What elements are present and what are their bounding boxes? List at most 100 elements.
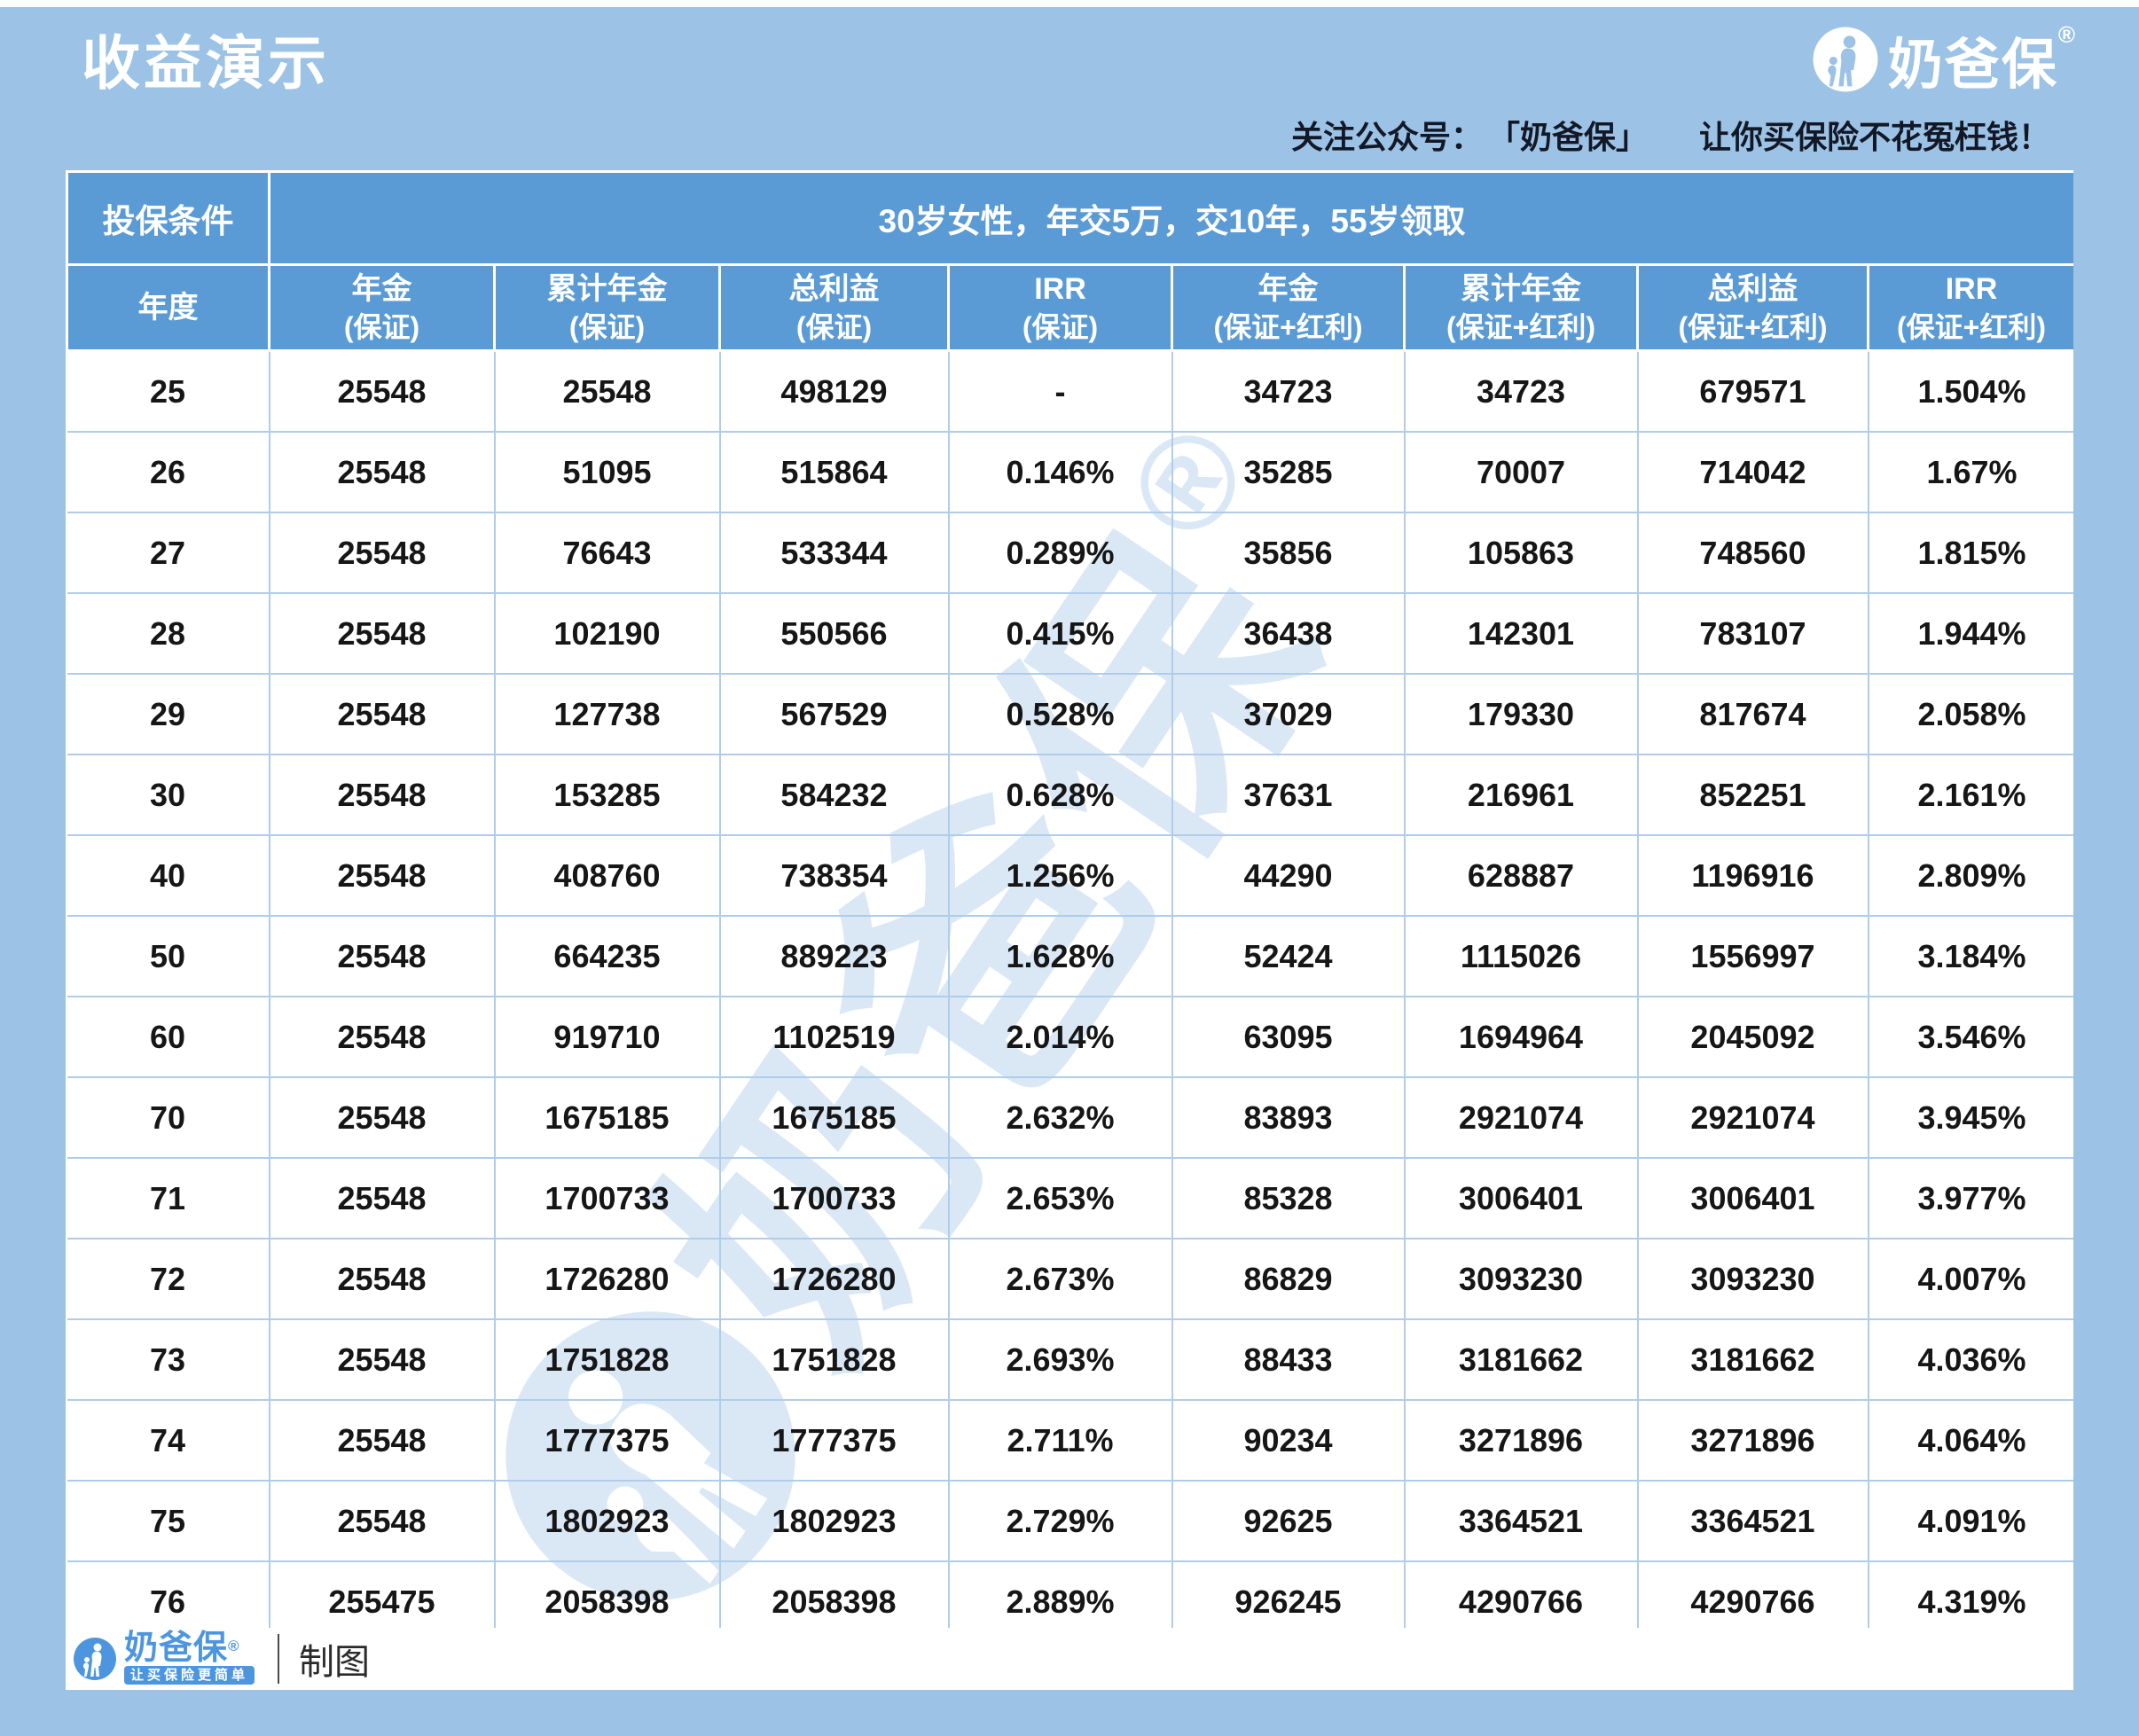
- cell: 1.815%: [1867, 512, 2073, 594]
- benefit-table: 投保条件 30岁女性，年交5万，交10年，55岁领取 年度 年金 (保证) 累计年…: [66, 170, 2073, 1643]
- cell: 1.256%: [947, 834, 1173, 917]
- cell: 3.546%: [1867, 996, 2073, 1078]
- cell: 26: [67, 431, 270, 513]
- cell: 3181662: [1636, 1318, 1869, 1401]
- cell: 76643: [493, 512, 721, 594]
- cell: 498129: [718, 349, 950, 433]
- brand-name: 奶爸保: [1887, 35, 2058, 96]
- cell: 550566: [718, 592, 950, 675]
- cell: 25548: [268, 1157, 496, 1239]
- cell: 25548: [268, 754, 496, 836]
- cell: 0.289%: [947, 512, 1173, 594]
- cell: 179330: [1403, 673, 1639, 755]
- cell: 85328: [1171, 1157, 1406, 1239]
- footer-brand-slogan: 让买保险更简单: [124, 1666, 255, 1685]
- cell: 51095: [493, 431, 721, 513]
- cell: 153285: [493, 754, 721, 836]
- col-header-total-gb: 总利益 (保证+红利): [1636, 263, 1869, 352]
- cell: 1.628%: [947, 915, 1173, 997]
- condition-value: 30岁女性，年交5万，交10年，55岁领取: [267, 170, 2073, 266]
- cell: 50: [67, 915, 270, 997]
- cell: 3271896: [1403, 1399, 1639, 1482]
- cell: 2.653%: [947, 1157, 1173, 1239]
- table-row: 26 25548 51095 515864 0.146% 35285 70007 714042…: [67, 431, 2073, 513]
- table-row: 70 25548 1675185 1675185 2.632% 83893 2921074 2…: [67, 1076, 2073, 1159]
- table-row: 28 25548 102190 550566 0.415% 36438 142301 7831…: [67, 592, 2073, 675]
- cell: 28: [67, 592, 270, 675]
- cell: 1777375: [718, 1399, 950, 1482]
- cell: 1.67%: [1867, 431, 2073, 513]
- col-header-total-g: 总利益 (保证): [718, 263, 950, 352]
- cell: 1751828: [718, 1318, 950, 1401]
- table-row: 74 25548 1777375 1777375 2.711% 90234 3271896 3…: [67, 1399, 2073, 1482]
- cell: 102190: [493, 592, 721, 675]
- table-row: 29 25548 127738 567529 0.528% 37029 179330 8176…: [67, 673, 2073, 755]
- cell: 63095: [1171, 996, 1406, 1078]
- cell: 1751828: [493, 1318, 721, 1401]
- footer-brand: 奶爸保 ® 让买保险更简单: [124, 1631, 255, 1685]
- cell: 2.693%: [947, 1318, 1173, 1401]
- table-row: 27 25548 76643 533344 0.289% 35856 105863 74856…: [67, 512, 2073, 594]
- cell: 34723: [1171, 349, 1406, 433]
- cell: 25548: [268, 1076, 496, 1159]
- cell: 25548: [268, 349, 496, 433]
- cell: 2.014%: [947, 996, 1173, 1078]
- cell: 1556997: [1636, 915, 1869, 997]
- cell: 83893: [1171, 1076, 1406, 1159]
- cell: 86829: [1171, 1238, 1406, 1320]
- subtitle-brand: 「奶爸保」: [1503, 119, 1648, 155]
- cell: 2921074: [1636, 1076, 1869, 1159]
- cell: 2.058%: [1867, 673, 2073, 755]
- cell: 2.711%: [947, 1399, 1173, 1482]
- cell: 72: [67, 1238, 270, 1320]
- cell: 567529: [718, 673, 950, 755]
- cell: 1102519: [718, 996, 950, 1078]
- brand-logo-top: 奶爸保 ®: [1812, 20, 2075, 99]
- cell: 3181662: [1403, 1318, 1639, 1401]
- cell: 25548: [268, 1399, 496, 1482]
- cell: 1700733: [718, 1157, 950, 1239]
- cell: 1726280: [718, 1238, 950, 1320]
- cell: 3364521: [1403, 1480, 1639, 1562]
- table-row: 75 25548 1802923 1802923 2.729% 92625 3364521 3…: [67, 1480, 2073, 1562]
- cell: 2045092: [1636, 996, 1869, 1078]
- cell: 34723: [1403, 349, 1639, 433]
- cell: 27: [67, 512, 270, 594]
- cell: 75: [67, 1480, 270, 1562]
- table-row: 25 25548 25548 498129-34723 34723 679571 1.504…: [67, 349, 2073, 433]
- cell: 73: [67, 1318, 270, 1401]
- condition-row: 投保条件 30岁女性，年交5万，交10年，55岁领取: [66, 170, 2073, 266]
- cell: 2.729%: [947, 1480, 1173, 1562]
- cell: 2.809%: [1867, 834, 2073, 917]
- cell: 714042: [1636, 431, 1869, 513]
- cell: 25548: [268, 1480, 496, 1562]
- cell: 1196916: [1636, 834, 1869, 917]
- cell: 2921074: [1403, 1076, 1639, 1159]
- cell: 60: [67, 996, 270, 1078]
- cell: 52424: [1171, 915, 1406, 997]
- top-white-strip: [0, 0, 2139, 7]
- subtitle-suffix: 让你买保险不花冤枉钱！: [1698, 119, 2050, 155]
- cell: 0.528%: [947, 673, 1173, 755]
- cell: 36438: [1171, 592, 1406, 675]
- table-row: 40 25548 408760 738354 1.256% 44290 628887 1196…: [67, 834, 2073, 917]
- cell: 105863: [1403, 512, 1639, 594]
- cell: 919710: [493, 996, 721, 1078]
- cell: 679571: [1636, 349, 1869, 433]
- registered-mark: ®: [2057, 21, 2075, 48]
- cell: 1802923: [718, 1480, 950, 1562]
- cell: 29: [67, 673, 270, 755]
- cell: 25548: [268, 915, 496, 997]
- cell: 0.146%: [947, 431, 1173, 513]
- cell: 515864: [718, 431, 950, 513]
- cell: 0.628%: [947, 754, 1173, 836]
- cell: 25548: [268, 996, 496, 1078]
- cell: 783107: [1636, 592, 1869, 675]
- cell: 1694964: [1403, 996, 1639, 1078]
- cell: 142301: [1403, 592, 1639, 675]
- cell: 70007: [1403, 431, 1639, 513]
- table-row: 50 25548 664235 889223 1.628% 52424 1115026 155…: [67, 915, 2073, 997]
- cell: 216961: [1403, 754, 1639, 836]
- col-header-annuity-gb: 年金 (保证+红利): [1171, 263, 1406, 352]
